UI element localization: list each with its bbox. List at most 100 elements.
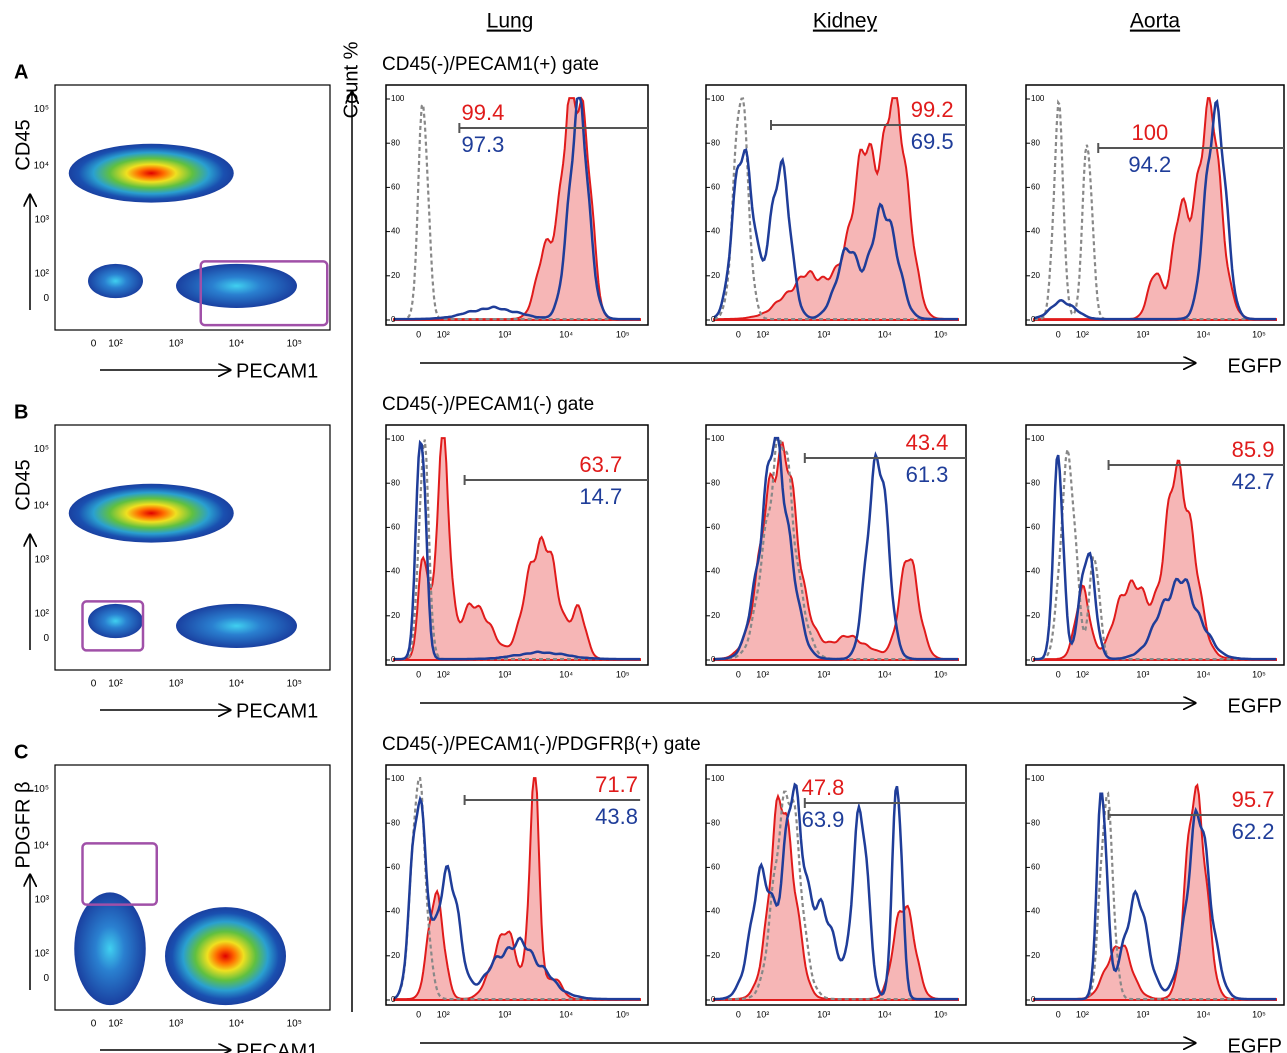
x-tick-label: 10³ (1136, 329, 1149, 339)
egfp-label: EGFP (1228, 1035, 1282, 1053)
blue-percentage: 14.7 (579, 484, 622, 509)
density-blob (68, 143, 234, 203)
y-tick-label: 0 (1031, 995, 1036, 1004)
y-tick-label: 20 (391, 271, 400, 280)
y-tick-label: 100 (1031, 774, 1045, 783)
y-tick-label: 60 (711, 863, 720, 872)
x-tick-label: 10² (1076, 329, 1089, 339)
y-tick-label: 60 (391, 183, 400, 192)
y-tick-label: 40 (1031, 567, 1040, 576)
histogram-frame (705, 764, 967, 1006)
x-tick-label: 10⁵ (934, 329, 948, 339)
control-histogram (394, 102, 640, 321)
density-blob (176, 263, 297, 308)
y-tick-label: 0 (391, 655, 396, 664)
density-x-tick: 10⁴ (229, 679, 244, 690)
y-tick-label: 20 (391, 611, 400, 620)
x-tick-label: 10² (1076, 669, 1089, 679)
x-tick-label: 0 (736, 669, 741, 679)
blue-percentage: 63.9 (802, 807, 845, 832)
y-tick-label: 80 (711, 818, 720, 827)
y-tick-label: 60 (1031, 183, 1040, 192)
x-tick-label: 10⁴ (1196, 669, 1210, 679)
x-tick-label: 10³ (498, 1009, 511, 1019)
y-tick-label: 40 (711, 227, 720, 236)
blue-histogram (394, 439, 640, 661)
x-tick-label: 10³ (1136, 669, 1149, 679)
density-blob (74, 892, 146, 1006)
x-tick-label: 10² (756, 1009, 769, 1019)
gate-box (81, 600, 145, 652)
y-axis-label: CD45 (12, 119, 34, 170)
x-tick-label: 0 (1056, 329, 1061, 339)
density-y-tick: 10⁴ (34, 500, 49, 511)
blue-histogram (714, 436, 958, 661)
y-tick-label: 40 (711, 567, 720, 576)
y-tick-label: 20 (1031, 271, 1040, 280)
x-tick-label: 10⁴ (1196, 1009, 1210, 1019)
x-tick-label: 0 (416, 1009, 421, 1019)
density-y-tick: 10² (35, 268, 50, 279)
y-tick-label: 100 (391, 434, 405, 443)
y-tick-label: 80 (711, 138, 720, 147)
y-tick-label: 80 (391, 818, 400, 827)
panel-letter: B (14, 401, 28, 423)
density-x-tick: 10⁵ (287, 339, 302, 350)
control-histogram (713, 97, 958, 321)
blue-percentage: 42.7 (1232, 469, 1275, 494)
blue-percentage: 61.3 (906, 462, 949, 487)
x-tick-label: 10⁴ (1196, 329, 1210, 339)
x-tick-label: 10⁵ (1252, 1009, 1266, 1019)
x-tick-label: 10⁴ (559, 329, 573, 339)
x-tick-label: 10³ (1136, 1009, 1149, 1019)
y-tick-label: 80 (391, 138, 400, 147)
x-axis-label: PECAM1 (236, 700, 318, 722)
y-tick-label: 60 (1031, 523, 1040, 532)
x-tick-label: 10³ (817, 329, 830, 339)
y-tick-label: 40 (711, 907, 720, 916)
x-tick-label: 10³ (498, 329, 511, 339)
x-tick-label: 10² (756, 329, 769, 339)
x-tick-label: 10³ (498, 669, 511, 679)
x-tick-label: 10² (437, 1009, 450, 1019)
red-percentage: 95.7 (1232, 787, 1275, 812)
gate-box (81, 842, 158, 906)
y-tick-label: 40 (1031, 227, 1040, 236)
x-axis-label: PECAM1 (236, 360, 318, 382)
y-tick-label: 60 (711, 523, 720, 532)
density-x-tick: 0 (91, 339, 97, 350)
blue-percentage: 94.2 (1128, 152, 1171, 177)
y-tick-label: 20 (391, 951, 400, 960)
density-x-tick: 10² (108, 679, 123, 690)
red-percentage: 99.4 (462, 100, 505, 125)
x-tick-label: 10³ (817, 669, 830, 679)
panel-letter: A (14, 61, 28, 83)
density-x-tick: 10³ (169, 679, 184, 690)
x-axis-label: PECAM1 (236, 1040, 318, 1053)
density-x-tick: 10⁵ (287, 1019, 302, 1030)
density-blob (68, 483, 234, 543)
y-tick-label: 80 (1031, 478, 1040, 487)
red-percentage: 43.4 (906, 430, 949, 455)
density-blob (88, 603, 143, 639)
density-x-tick: 10³ (169, 1019, 184, 1030)
blue-histogram (393, 795, 640, 1001)
control-histogram (1034, 99, 1276, 321)
control-histogram (1034, 791, 1276, 1001)
y-tick-label: 20 (711, 951, 720, 960)
density-y-tick: 10² (35, 608, 50, 619)
y-tick-label: 0 (711, 995, 716, 1004)
density-blob (88, 263, 143, 299)
x-tick-label: 10⁴ (559, 1009, 573, 1019)
x-tick-label: 10⁴ (878, 669, 892, 679)
x-tick-label: 0 (416, 329, 421, 339)
y-tick-label: 20 (711, 611, 720, 620)
density-y-tick: 10⁵ (34, 784, 49, 795)
red-percentage: 63.7 (579, 452, 622, 477)
density-x-tick: 10² (108, 339, 123, 350)
density-y-tick: 10⁵ (34, 444, 49, 455)
x-tick-label: 10⁴ (559, 669, 573, 679)
x-tick-label: 0 (736, 329, 741, 339)
y-tick-label: 0 (1031, 655, 1036, 664)
